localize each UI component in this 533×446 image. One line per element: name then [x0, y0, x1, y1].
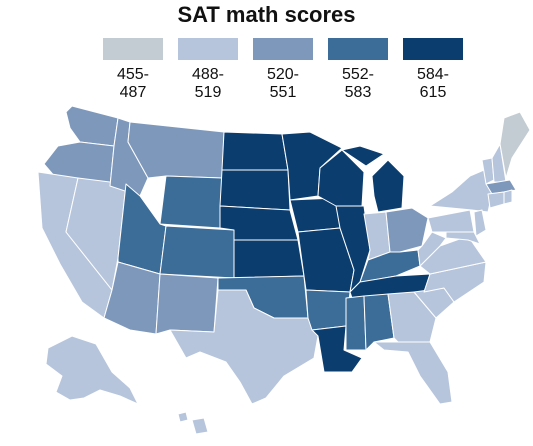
legend-label-line2: 519: [194, 84, 222, 101]
state-connecticut: [487, 191, 505, 209]
legend-label: 552- 583: [328, 66, 388, 102]
state-new-mexico: [155, 273, 219, 335]
legend-swatch: [328, 38, 388, 60]
legend-label-line2: 551: [269, 84, 297, 101]
legend-label-line1: 455-: [116, 66, 150, 83]
legend-label: 488- 519: [178, 66, 238, 102]
legend-swatch: [403, 38, 463, 60]
state-ohio: [385, 207, 429, 253]
state-hawaii: [177, 411, 189, 423]
map-title: SAT math scores: [177, 2, 356, 27]
legend-swatch: [103, 38, 163, 60]
legend-label: 455- 487: [103, 66, 163, 102]
state-michigan: [371, 159, 405, 213]
state-hawaii-2: [191, 417, 209, 435]
legend-label: 584- 615: [403, 66, 463, 102]
state-michigan-up: [341, 145, 385, 167]
legend-label-line2: 615: [419, 84, 447, 101]
state-wyoming: [159, 175, 223, 229]
legend-label: 520- 551: [253, 66, 313, 102]
legend: 455- 487 488- 519 520- 551 552- 583: [103, 38, 473, 108]
legend-item-5: 584- 615: [403, 38, 463, 102]
legend-label-line1: 584-: [416, 66, 450, 83]
legend-label-line1: 488-: [191, 66, 225, 83]
state-rhode-island: [503, 189, 513, 205]
state-colorado: [159, 225, 235, 279]
state-alaska: [45, 335, 139, 405]
state-north-dakota: [221, 131, 289, 171]
legend-swatch: [253, 38, 313, 60]
state-maryland: [445, 231, 481, 245]
state-maine: [499, 111, 531, 179]
state-washington: [65, 105, 119, 147]
state-florida: [373, 341, 453, 405]
state-mississippi: [345, 295, 367, 351]
state-south-dakota: [219, 169, 291, 211]
legend-swatch: [178, 38, 238, 60]
legend-item-3: 520- 551: [253, 38, 313, 102]
state-new-jersey: [473, 209, 487, 237]
legend-label-line2: 487: [119, 84, 147, 101]
state-pennsylvania: [427, 209, 475, 233]
legend-item-1: 455- 487: [103, 38, 163, 102]
legend-label-line2: 583: [344, 84, 372, 101]
state-texas: [169, 289, 319, 405]
state-arkansas: [305, 289, 351, 331]
state-alabama: [363, 293, 395, 351]
legend-item-2: 488- 519: [178, 38, 238, 102]
legend-label-line1: 520-: [266, 66, 300, 83]
legend-item-4: 552- 583: [328, 38, 388, 102]
state-utah: [117, 183, 167, 275]
legend-label-line1: 552-: [341, 66, 375, 83]
state-new-york: [429, 169, 493, 213]
state-kansas: [233, 239, 305, 279]
